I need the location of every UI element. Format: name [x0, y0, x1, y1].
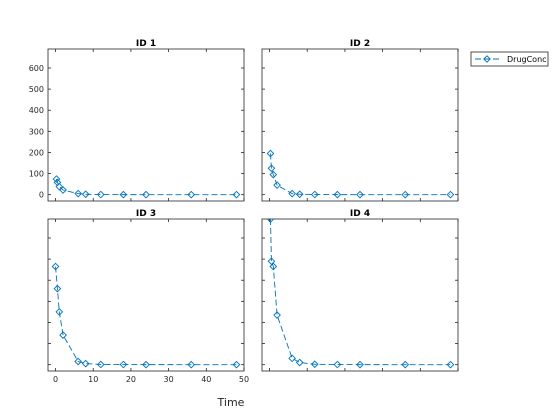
series-line: [55, 266, 237, 366]
series-DrugConc: [52, 175, 241, 199]
panel-1: ID 1 0 100 200 300 400 500 600: [29, 39, 245, 202]
panel-title: ID 2: [350, 39, 370, 49]
data-point: [53, 284, 62, 293]
data-point: [273, 311, 281, 319]
x-tick-label: 10: [88, 375, 98, 384]
data-point: [74, 357, 82, 366]
data-point: [267, 164, 276, 173]
series-line: [270, 219, 451, 366]
panel-3: ID 3 0 10 20 30 40 50: [47, 209, 249, 384]
y-tick-label: 100: [29, 170, 44, 179]
y-tick-label: 400: [29, 106, 44, 115]
data-point: [74, 189, 82, 198]
data-point: [119, 360, 128, 369]
x-axis-label: Time: [217, 396, 245, 409]
y-tick-label: 200: [29, 148, 44, 157]
data-point: [273, 181, 281, 190]
panel-frame: [47, 218, 245, 372]
legend-box: [470, 51, 549, 67]
data-point: [59, 331, 67, 339]
data-point: [81, 359, 90, 368]
data-point: [232, 360, 241, 369]
data-point: [356, 190, 364, 199]
x-tick-label: 0: [53, 375, 58, 384]
data-point: [310, 190, 319, 199]
data-point: [446, 190, 455, 199]
data-point: [59, 186, 67, 194]
data-point: [356, 360, 364, 369]
data-point: [269, 170, 278, 179]
y-tick-label: 500: [29, 85, 44, 94]
panel-title: ID 3: [136, 209, 156, 219]
data-point: [187, 190, 196, 199]
data-point: [288, 189, 296, 198]
panel-frame: [261, 48, 459, 202]
data-point: [295, 190, 304, 199]
legend-marker: [483, 55, 491, 63]
data-point: [266, 219, 275, 223]
x-tick-label: 30: [164, 375, 174, 384]
panel-title: ID 1: [136, 39, 156, 49]
data-point: [269, 262, 278, 271]
data-point: [267, 257, 276, 266]
data-point: [142, 190, 150, 199]
panel-4: ID 4: [261, 209, 459, 372]
x-tick-label: 20: [126, 375, 136, 384]
legend-label: DrugConc: [507, 55, 547, 64]
data-point: [333, 360, 342, 369]
x-tick-label: 40: [201, 375, 211, 384]
data-point: [401, 360, 410, 369]
data-point: [96, 190, 105, 199]
series-DrugConc: [51, 262, 241, 369]
data-point: [446, 360, 455, 369]
data-point: [142, 360, 150, 369]
data-point: [187, 360, 196, 369]
chart-panels: ID 1 0 100 200 300 400 500 600 ID 2 ID 3 0 10 20 30 40…: [29, 39, 459, 384]
panel-frame: [47, 48, 245, 202]
series-DrugConc: [266, 219, 455, 369]
x-tick-label: 50: [239, 375, 249, 384]
series-line: [270, 153, 451, 196]
data-point: [51, 262, 60, 271]
data-point: [52, 175, 61, 183]
data-point: [295, 358, 304, 367]
data-point: [266, 149, 275, 158]
y-tick-label: 600: [29, 64, 44, 73]
panel-2: ID 2: [261, 39, 459, 202]
data-point: [55, 308, 64, 316]
data-point: [401, 190, 410, 199]
y-tick-label: 300: [29, 127, 44, 136]
data-point: [288, 354, 296, 363]
data-point: [232, 190, 241, 199]
y-tick-label: 0: [39, 191, 44, 200]
legend: DrugConc: [470, 51, 549, 67]
data-point: [333, 190, 342, 199]
series-line: [56, 178, 237, 196]
series-DrugConc: [266, 149, 455, 199]
data-point: [119, 190, 128, 199]
data-point: [310, 360, 319, 369]
panel-title: ID 4: [350, 209, 370, 219]
data-point: [81, 190, 90, 199]
data-point: [96, 360, 105, 369]
panel-frame: [261, 218, 459, 372]
data-point: [55, 182, 64, 191]
